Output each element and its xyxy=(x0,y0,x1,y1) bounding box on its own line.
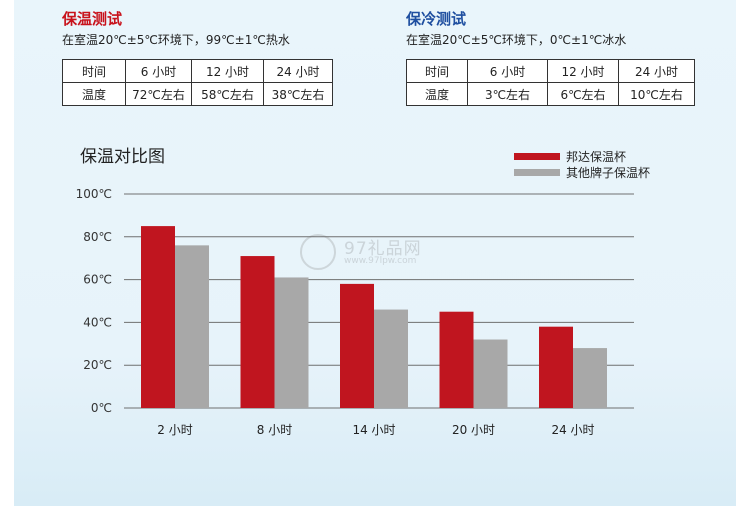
watermark-logo-icon xyxy=(300,234,336,270)
bar-series-1 xyxy=(240,256,275,408)
y-tick-label: 0℃ xyxy=(91,401,112,415)
legend-item: 邦达保温杯 xyxy=(514,148,650,164)
table-cell: 温度 xyxy=(62,82,126,106)
x-tick-label: 14 小时 xyxy=(352,423,395,437)
table-row: 时间 6 小时 12 小时 24 小时 xyxy=(62,59,333,83)
chart-title: 保温对比图 xyxy=(80,147,165,167)
x-tick-label: 8 小时 xyxy=(257,423,292,437)
y-tick-label: 60℃ xyxy=(83,273,112,287)
legend-label: 其他牌子保温杯 xyxy=(566,165,651,180)
bar-series-1 xyxy=(141,226,175,408)
table-row: 温度 72℃左右 58℃左右 38℃左右 xyxy=(62,82,333,106)
table-cell: 温度 xyxy=(406,82,468,106)
bar-series-1 xyxy=(539,326,573,408)
bar-series-2 xyxy=(473,339,508,408)
table-cell: 3℃左右 xyxy=(467,82,548,106)
table-row: 温度 3℃左右 6℃左右 10℃左右 xyxy=(406,82,695,106)
warm-test-table: 时间 6 小时 12 小时 24 小时 温度 72℃左右 58℃左右 38℃左右 xyxy=(62,59,333,106)
legend-swatch-gray xyxy=(514,168,560,176)
table-cell: 12 小时 xyxy=(547,59,619,83)
table-cell: 58℃左右 xyxy=(191,82,264,106)
y-tick-label: 100℃ xyxy=(76,187,112,201)
table-row: 时间 6 小时 12 小时 24 小时 xyxy=(406,59,695,83)
x-tick-label: 24 小时 xyxy=(551,423,594,437)
table-cell: 38℃左右 xyxy=(263,82,333,106)
table-cell: 24 小时 xyxy=(618,59,695,83)
x-tick-label: 2 小时 xyxy=(157,423,192,437)
legend-label: 邦达保温杯 xyxy=(566,149,627,164)
warm-test-section: 保温测试 在室温20℃±5℃环境下，99℃±1℃热水 时间 6 小时 12 小时… xyxy=(62,8,333,106)
chart-legend: 邦达保温杯 其他牌子保温杯 xyxy=(514,148,650,180)
table-cell: 24 小时 xyxy=(263,59,333,83)
bar-series-2 xyxy=(374,309,408,408)
warm-test-condition: 在室温20℃±5℃环境下，99℃±1℃热水 xyxy=(62,33,290,47)
table-cell: 6℃左右 xyxy=(547,82,619,106)
cold-test-section: 保冷测试 在室温20℃±5℃环境下，0℃±1℃冰水 时间 6 小时 12 小时 … xyxy=(406,8,695,106)
legend-swatch-red xyxy=(514,152,560,160)
x-tick-label: 20 小时 xyxy=(452,423,495,437)
y-tick-label: 20℃ xyxy=(83,358,112,372)
cold-test-title: 保冷测试 xyxy=(406,10,467,28)
bar-series-1 xyxy=(439,311,474,408)
y-tick-label: 80℃ xyxy=(83,230,112,244)
cold-test-condition: 在室温20℃±5℃环境下，0℃±1℃冰水 xyxy=(406,33,627,47)
cold-test-table: 时间 6 小时 12 小时 24 小时 温度 3℃左右 6℃左右 10℃左右 xyxy=(406,59,695,106)
bar-series-1 xyxy=(340,283,374,408)
table-cell: 10℃左右 xyxy=(618,82,695,106)
bar-series-2 xyxy=(175,245,209,408)
warm-test-title: 保温测试 xyxy=(62,10,123,28)
watermark-url: www.97lpw.com xyxy=(344,256,417,266)
watermark-text: 97礼品网 xyxy=(344,239,422,259)
legend-item: 其他牌子保温杯 xyxy=(514,164,650,180)
table-cell: 72℃左右 xyxy=(125,82,192,106)
y-tick-label: 40℃ xyxy=(83,315,112,329)
bar-series-2 xyxy=(573,348,607,408)
bar-series-2 xyxy=(274,277,309,408)
